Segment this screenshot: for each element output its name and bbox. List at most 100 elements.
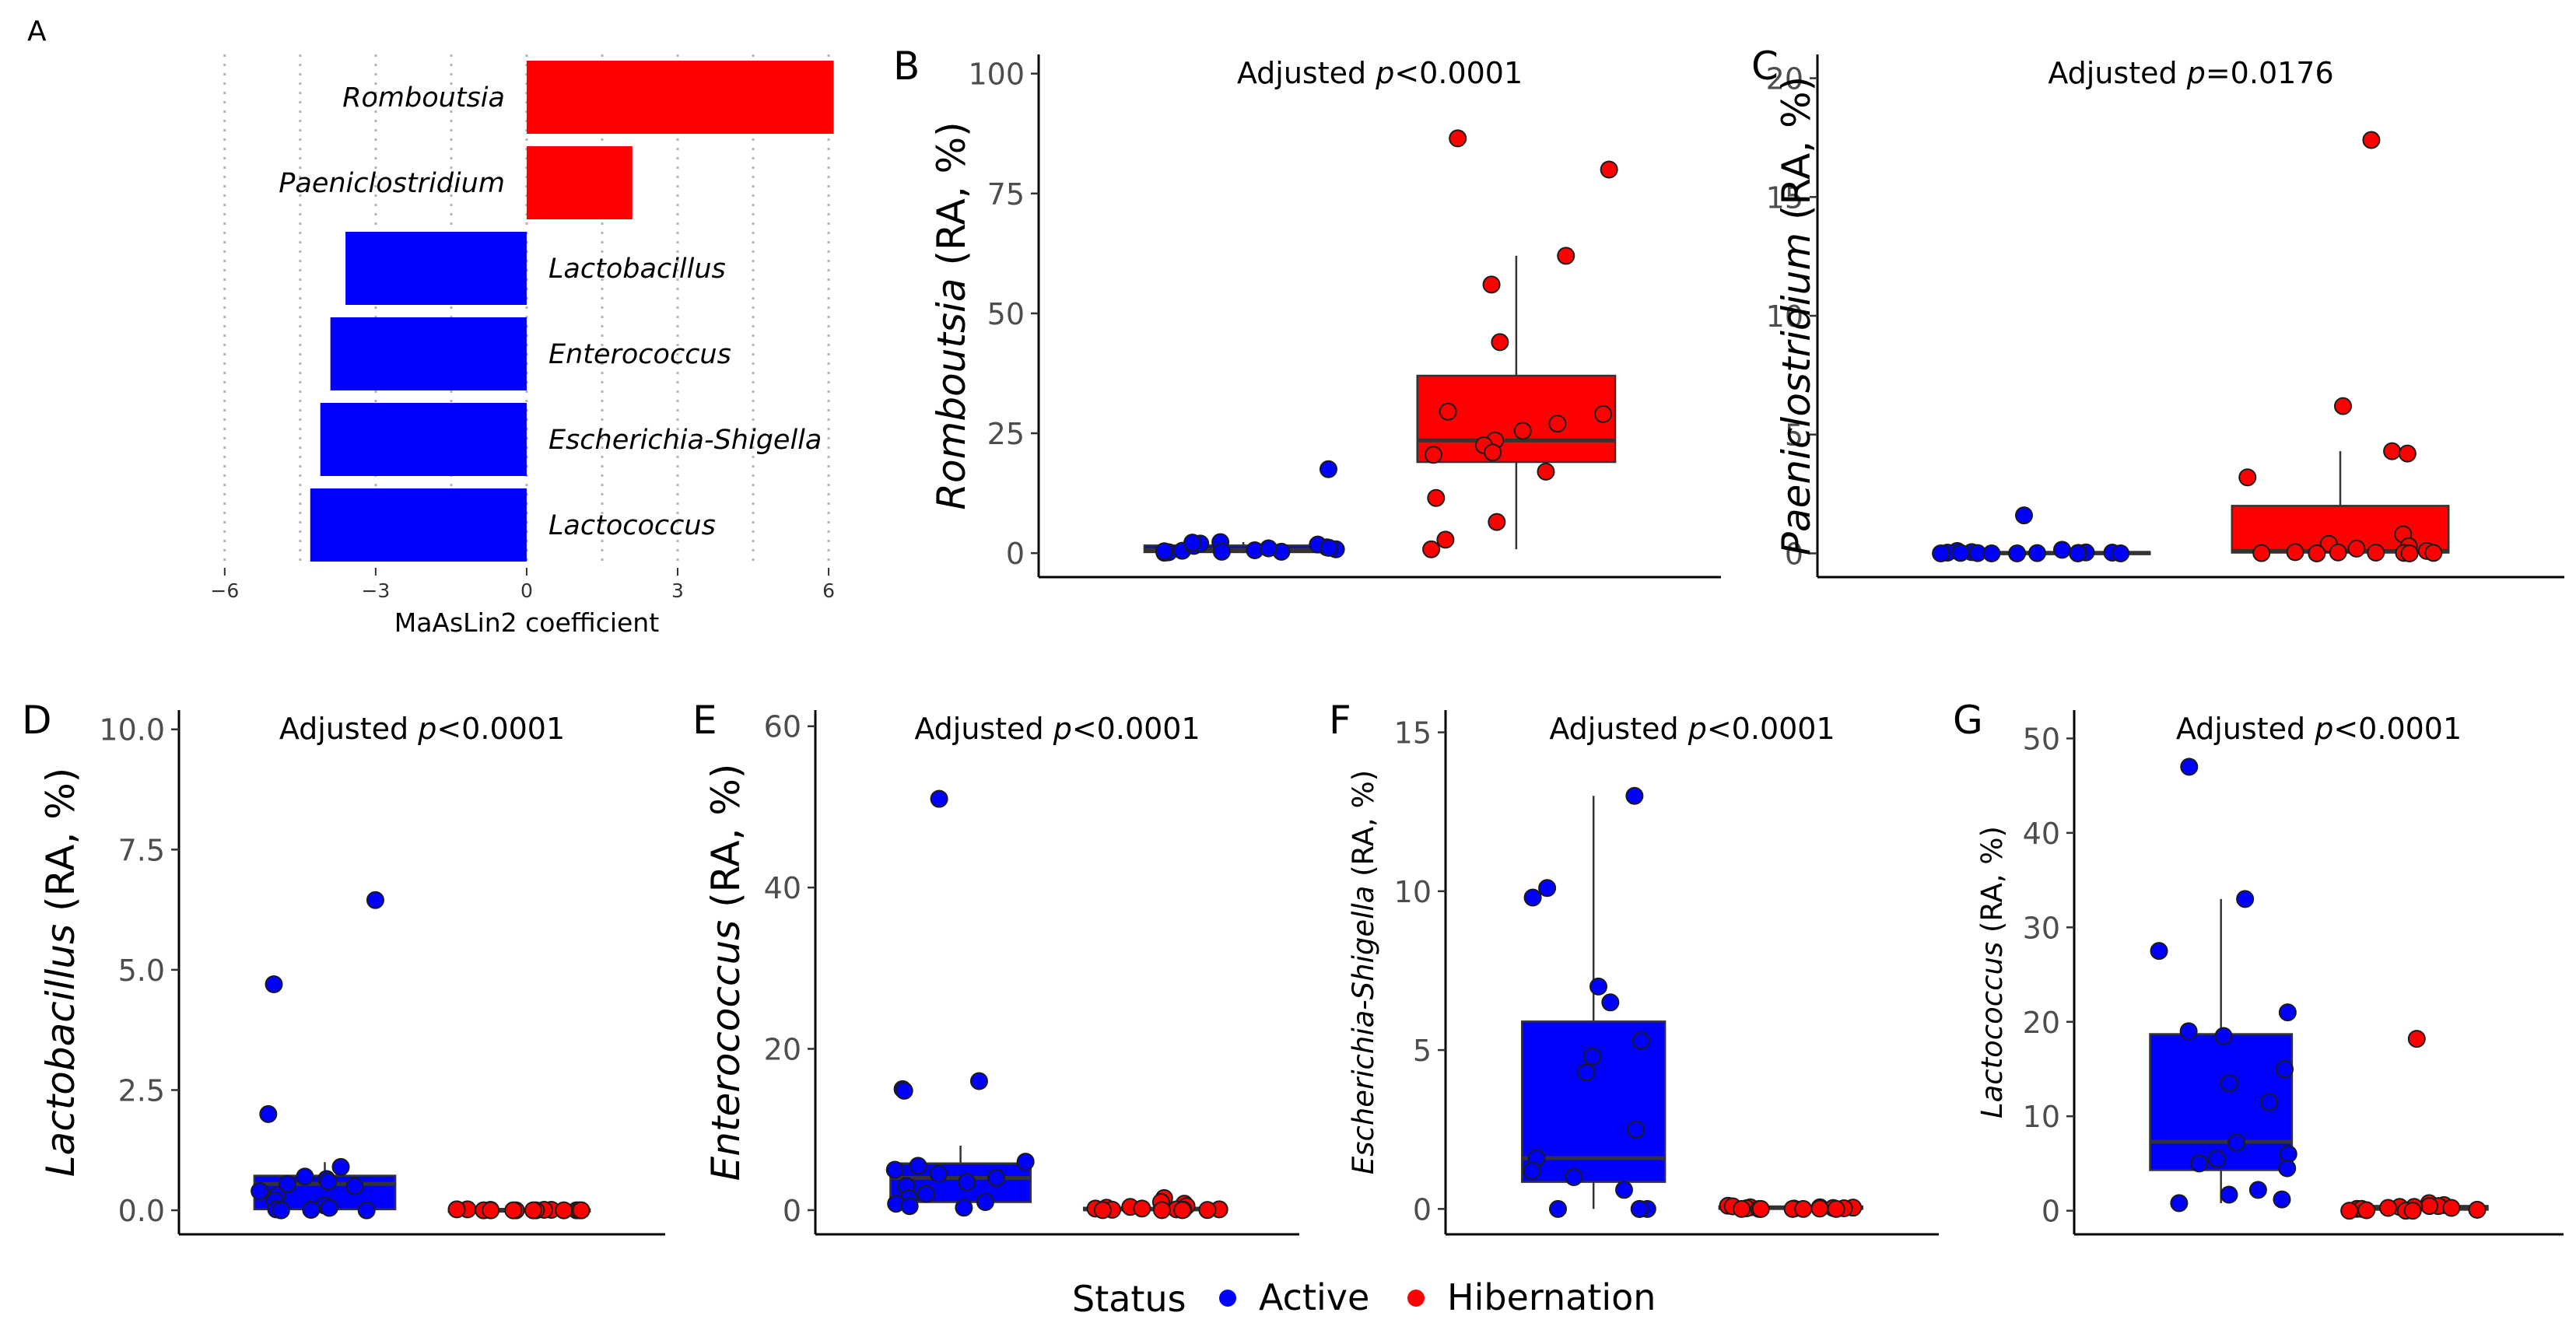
data-point — [1484, 443, 1502, 462]
data-point — [357, 1201, 376, 1220]
tick-label: 10 — [2023, 1100, 2060, 1134]
data-point — [2329, 543, 2347, 562]
tick-label: 60 — [764, 710, 801, 744]
box — [1416, 374, 1617, 464]
data-point — [885, 1160, 904, 1179]
tick-label: 50 — [2023, 722, 2060, 756]
tick-label: 0 — [1006, 537, 1025, 571]
data-point — [1133, 1199, 1151, 1218]
data-point — [555, 1201, 573, 1220]
tick-label: 5 — [1413, 1034, 1432, 1068]
data-point — [2424, 544, 2443, 562]
data-point — [1198, 1201, 1217, 1220]
annotation-value: <0.0001 — [1072, 712, 1200, 746]
bar-label: Paeniclostridium — [279, 168, 505, 199]
legend-swatch-active — [1219, 1290, 1236, 1307]
data-point — [895, 1081, 913, 1100]
tick-label: 40 — [764, 871, 801, 905]
data-point — [929, 1164, 948, 1183]
taxon-name: Lactobacillus — [38, 924, 83, 1177]
data-point — [2276, 1059, 2294, 1078]
y-axis-unit: (RA, %) — [1347, 770, 1380, 877]
data-point — [1152, 1201, 1171, 1220]
data-point — [2278, 1003, 2297, 1022]
data-point — [331, 1157, 350, 1176]
tick-label: 10 — [1766, 299, 1803, 334]
data-point — [976, 1193, 994, 1212]
data-point — [2340, 1202, 2359, 1220]
p-value-annotation: Adjusted p<0.0001 — [279, 712, 565, 746]
panel-label: B — [893, 44, 920, 89]
data-point — [987, 1168, 1005, 1187]
taxon-name: Romboutsia — [929, 278, 974, 509]
data-point — [1733, 1199, 1751, 1218]
data-point — [1625, 786, 1644, 805]
space — [38, 912, 83, 924]
data-point — [2008, 544, 2027, 562]
data-point — [2420, 1197, 2439, 1216]
tick-label: 20 — [2023, 1006, 2060, 1040]
data-point — [482, 1201, 500, 1220]
data-point — [930, 789, 948, 808]
data-point — [1794, 1199, 1813, 1218]
data-point — [1422, 540, 1441, 558]
space — [703, 908, 748, 920]
y-axis-label: Paeniclostridium (RA, %) — [1774, 76, 1819, 555]
data-point — [1155, 542, 1173, 561]
data-point — [1482, 275, 1501, 294]
y-axis-unit: (RA, %) — [38, 768, 83, 912]
data-point — [1549, 1199, 1568, 1218]
data-point — [955, 1199, 973, 1217]
bar — [330, 317, 527, 390]
data-point — [1631, 1031, 1650, 1050]
panel-label: G — [1953, 698, 1983, 743]
p-value-annotation: Adjusted p=0.0176 — [2048, 56, 2333, 90]
data-point — [1627, 1120, 1645, 1139]
data-point — [1548, 415, 1567, 433]
tick-label: 6 — [822, 579, 835, 602]
x-axis-label: MaAsLin2 coefficient — [394, 607, 659, 638]
tick-label: 20 — [1766, 62, 1803, 96]
tick-label: 0 — [2042, 1195, 2060, 1229]
data-point — [302, 1200, 321, 1219]
p-value-annotation: Adjusted p<0.0001 — [1549, 712, 1835, 746]
data-point — [2383, 442, 2402, 460]
data-point — [278, 1174, 296, 1193]
annotation-prefix: Adjusted — [279, 712, 418, 746]
annotation-prefix: Adjusted — [1237, 56, 1376, 90]
annotation-value: <0.0001 — [436, 712, 565, 746]
y-axis-unit: (RA, %) — [703, 764, 748, 908]
panel-label: A — [27, 16, 47, 47]
data-point — [958, 1173, 976, 1192]
data-point — [2214, 1027, 2233, 1045]
data-point — [1212, 542, 1231, 561]
bar — [526, 146, 633, 219]
y-axis-label: Enterococcus (RA, %) — [703, 764, 748, 1181]
data-point — [2347, 539, 2366, 558]
data-point — [900, 1197, 919, 1216]
tick-label: 40 — [2023, 817, 2060, 851]
data-point — [2252, 544, 2271, 562]
data-point — [524, 1201, 542, 1220]
bar — [345, 232, 527, 305]
data-point — [1173, 1201, 1192, 1220]
data-point — [2170, 1194, 2189, 1213]
annotation-p: p — [2186, 56, 2206, 90]
data-point — [2150, 942, 2168, 961]
taxon-name: Lactococcus — [1975, 942, 2009, 1118]
bar — [526, 61, 834, 134]
bar-label: Romboutsia — [342, 82, 505, 114]
data-point — [1523, 1161, 1541, 1180]
data-point — [1982, 544, 2001, 562]
legend-label-active: Active — [1259, 1276, 1369, 1318]
annotation-prefix: Adjusted — [2176, 712, 2315, 746]
data-point — [2407, 1030, 2426, 1048]
data-point — [345, 1177, 364, 1195]
data-point — [1488, 513, 1506, 531]
data-point — [2238, 468, 2257, 487]
data-point — [2028, 544, 2046, 562]
legend-label-hibernation: Hibernation — [1447, 1276, 1656, 1318]
panel-d: D 0.0 2.5 5.0 7.5 10.0 Lactobacillus (RA, %) Ad… — [22, 698, 665, 1236]
data-point — [504, 1201, 523, 1220]
tick-label: 20 — [764, 1033, 801, 1067]
